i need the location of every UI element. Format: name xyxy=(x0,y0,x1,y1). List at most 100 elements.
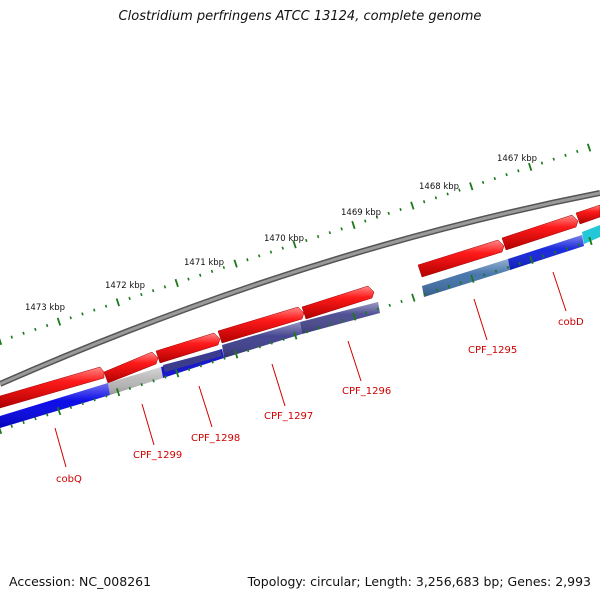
ruler-minor-tick xyxy=(423,292,427,296)
ruler-minor-tick xyxy=(46,413,49,417)
ruler-minor-tick xyxy=(364,219,367,223)
ruler-major-tick xyxy=(411,293,416,302)
ruler-minor-tick xyxy=(481,180,485,184)
ruler-minor-tick xyxy=(434,196,438,200)
ruler-major-tick xyxy=(174,278,179,288)
ruler-major-tick xyxy=(469,182,474,191)
ruler-minor-tick xyxy=(246,349,250,353)
ruler-minor-tick xyxy=(446,192,449,196)
ruler-major-tick xyxy=(234,350,239,359)
reverse-strand-genes xyxy=(0,225,600,428)
ruler-minor-tick xyxy=(81,401,84,406)
gene-label-cpf1295: CPF_1295 xyxy=(468,345,517,356)
forward-gene xyxy=(301,285,375,320)
ruler-minor-tick xyxy=(104,304,108,308)
ruler-minor-tick xyxy=(388,303,391,307)
ruler-minor-tick xyxy=(517,169,520,173)
ruler-minor-tick xyxy=(565,247,569,251)
ruler-minor-tick xyxy=(93,308,96,312)
ruler-major-tick xyxy=(352,312,357,321)
ruler-minor-tick xyxy=(506,265,510,270)
ruler-major-tick xyxy=(56,407,62,416)
ruler-minor-tick xyxy=(151,289,155,293)
ruler-minor-tick xyxy=(505,173,508,177)
gene-label-cpf1297: CPF_1297 xyxy=(264,411,313,422)
ruler-minor-tick xyxy=(93,398,96,402)
coordinate-ruler xyxy=(0,143,593,435)
genome-backbone-highlight xyxy=(0,191,600,386)
ruler-minor-tick xyxy=(518,262,521,266)
forward-gene xyxy=(501,214,579,251)
map-title: Clostridium perfringens ATCC 13124, comp… xyxy=(118,9,482,24)
ruler-minor-tick xyxy=(317,326,321,330)
ruler-minor-tick xyxy=(128,386,132,391)
leader-line xyxy=(198,385,213,428)
ruler-major-tick xyxy=(0,427,3,435)
ruler-minor-tick xyxy=(282,337,285,341)
ruler-minor-tick xyxy=(483,273,486,277)
ruler-minor-tick xyxy=(564,153,567,157)
ruler-minor-tick xyxy=(128,296,131,301)
ruler-major-tick xyxy=(470,274,475,283)
ruler-minor-tick xyxy=(187,277,190,281)
ruler-minor-tick xyxy=(105,394,108,398)
ruler-major-tick xyxy=(528,162,533,171)
gene-label-cpf1299: CPF_1299 xyxy=(133,450,182,461)
ruler-major-tick xyxy=(351,220,356,230)
leader-line xyxy=(141,403,155,446)
ruler-minor-tick xyxy=(387,211,390,215)
ruler-minor-tick xyxy=(269,250,273,254)
ruler-minor-tick xyxy=(400,299,403,304)
leader-line xyxy=(552,271,567,312)
ruler-minor-tick xyxy=(399,207,402,212)
forward-strand-genes xyxy=(0,204,600,409)
ruler-label: 1468 kbp xyxy=(419,182,459,192)
ruler-minor-tick xyxy=(258,254,261,258)
gene-label-cobQ: cobQ xyxy=(56,474,82,485)
ruler-minor-tick xyxy=(246,258,249,262)
ruler-minor-tick xyxy=(542,254,545,258)
ruler-minor-tick xyxy=(45,323,49,328)
ruler-minor-tick xyxy=(10,424,13,428)
ruler-minor-tick xyxy=(341,318,344,322)
ruler-labels: 1473 kbp 1472 kbp 1471 kbp 1470 kbp 1469… xyxy=(25,154,537,313)
gene-label-cpf1296: CPF_1296 xyxy=(342,386,391,397)
ruler-minor-tick xyxy=(69,316,72,320)
forward-gene xyxy=(417,239,505,278)
gene-label-cobD: cobD xyxy=(558,317,584,328)
ruler-major-tick xyxy=(293,331,298,340)
ruler-minor-tick xyxy=(199,273,202,277)
ruler-major-tick xyxy=(410,201,415,210)
ruler-minor-tick xyxy=(281,246,284,250)
leader-line xyxy=(54,427,67,468)
ruler-minor-tick xyxy=(364,311,368,315)
leader-line xyxy=(347,340,362,382)
ruler-minor-tick xyxy=(494,269,498,273)
gene-block-next xyxy=(582,225,600,244)
ruler-minor-tick xyxy=(258,345,261,349)
ruler-minor-tick xyxy=(422,200,426,204)
ruler-minor-tick xyxy=(210,269,214,273)
ruler-minor-tick xyxy=(459,281,462,285)
ruler-minor-tick xyxy=(328,231,332,235)
ruler-label: 1473 kbp xyxy=(25,303,65,313)
ruler-minor-tick xyxy=(163,285,167,289)
ruler-minor-tick xyxy=(305,238,308,243)
ruler-major-tick xyxy=(529,255,534,264)
ruler-minor-tick xyxy=(222,265,226,270)
ruler-minor-tick xyxy=(576,149,579,154)
ruler-minor-tick xyxy=(199,364,202,368)
ruler-minor-tick xyxy=(305,330,309,334)
ruler-minor-tick xyxy=(458,188,461,192)
gene-labels: cobQ CPF_1299 CPF_1298 CPF_1297 CPF_1296… xyxy=(54,271,584,485)
ruler-major-tick xyxy=(0,338,3,346)
ruler-minor-tick xyxy=(164,375,167,379)
ruler-minor-tick xyxy=(553,250,557,254)
ruler-minor-tick xyxy=(81,312,84,316)
ruler-major-tick xyxy=(292,240,297,249)
leader-line xyxy=(473,298,488,341)
ruler-minor-tick xyxy=(577,243,580,247)
ruler-minor-tick xyxy=(447,284,450,288)
ruler-minor-tick xyxy=(152,379,155,383)
gene-label-cpf1298: CPF_1298 xyxy=(191,433,240,444)
